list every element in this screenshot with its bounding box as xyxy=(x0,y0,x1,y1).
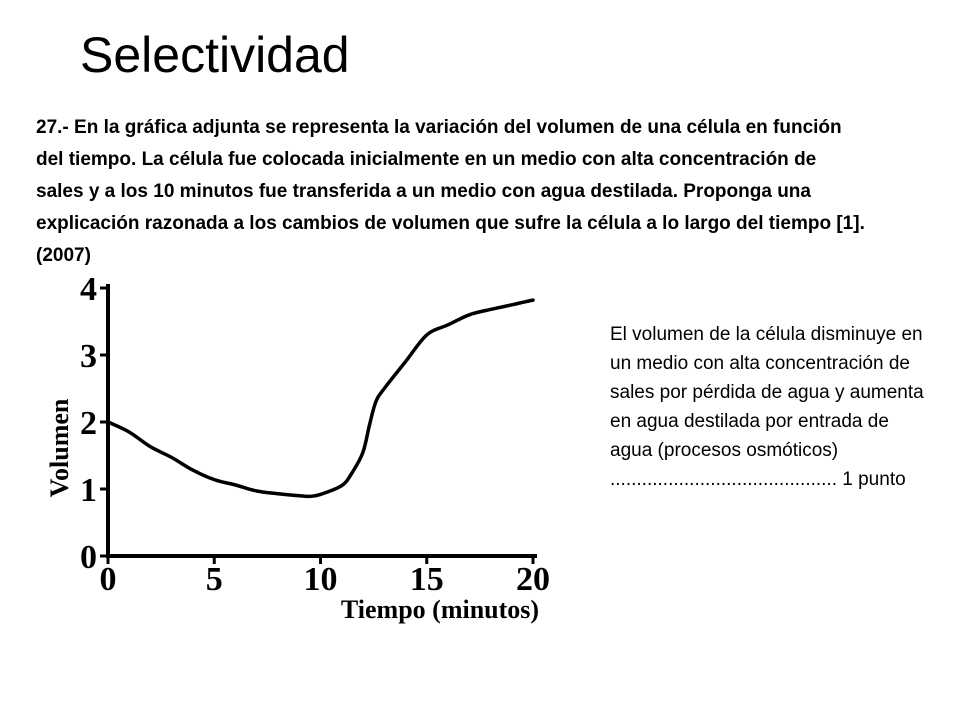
x-tick-label: 15 xyxy=(410,561,444,598)
x-tick-label: 10 xyxy=(304,561,338,598)
x-tick-label: 20 xyxy=(516,561,550,598)
slide-title: Selectividad xyxy=(80,27,350,83)
y-tick-label: 3 xyxy=(80,338,97,375)
y-axis-title: Volumen xyxy=(45,398,74,497)
volume-series-line xyxy=(106,298,535,499)
chart-ticks: 0 1 2 3 4 0 5 10 15 20 xyxy=(80,271,550,598)
question-text: 27.- En la gráfica adjunta se representa… xyxy=(36,117,865,266)
y-tick-label: 4 xyxy=(80,271,97,308)
x-axis-title: Tiempo (minutos) xyxy=(341,595,539,624)
x-tick-label: 0 xyxy=(100,561,117,598)
volume-time-chart: Volumen Tiempo (minutos) 0 1 2 3 4 0 5 10 15 20 xyxy=(45,271,550,624)
y-tick-label: 1 xyxy=(80,472,97,509)
y-tick-label: 0 xyxy=(80,539,97,576)
x-tick-label: 5 xyxy=(206,561,223,598)
answer-text: El volumen de la célula disminuye en un … xyxy=(610,324,924,490)
chart-axes xyxy=(106,284,537,558)
y-tick-label: 2 xyxy=(80,405,97,442)
